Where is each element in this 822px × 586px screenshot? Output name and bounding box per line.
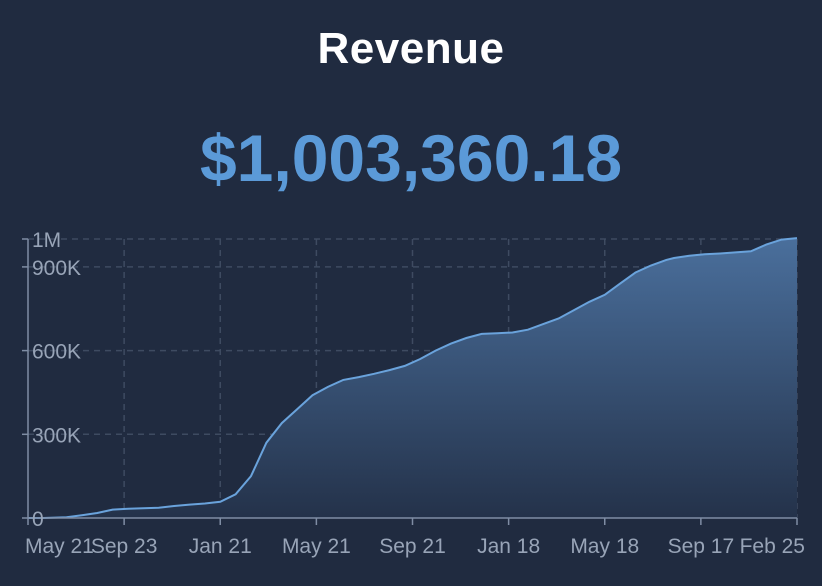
revenue-line	[28, 237, 798, 519]
x-tick-label: May 21	[282, 535, 351, 558]
x-tick-label: Sep 23	[91, 535, 158, 558]
x-tick-label: May 18	[570, 535, 639, 558]
y-tick-label: 300K	[32, 424, 81, 447]
x-tick-label: Sep 21	[379, 535, 446, 558]
y-tick-label: 1M	[32, 229, 61, 252]
y-tick-label: 900K	[32, 257, 81, 280]
x-tick-label: Feb 25	[740, 535, 805, 558]
x-tick-label: Sep 17	[668, 535, 735, 558]
revenue-total: $1,003,360.18	[199, 121, 623, 195]
x-tick-label: May 21	[25, 535, 94, 558]
chart-title: Revenue	[317, 24, 505, 73]
y-tick-label: 600K	[32, 341, 81, 364]
x-tick-label: Jan 18	[477, 535, 540, 558]
x-tick-label: Jan 21	[189, 535, 252, 558]
revenue-area	[28, 238, 797, 518]
y-tick-label: 0	[32, 508, 44, 531]
